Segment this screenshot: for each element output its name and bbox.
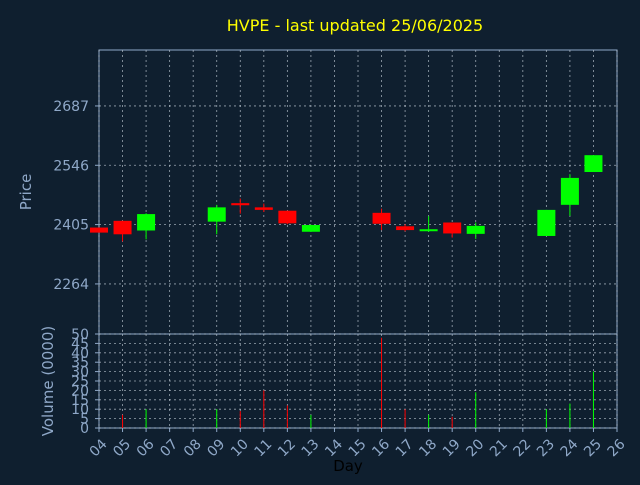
candle	[207, 204, 226, 235]
day-tick-label: 23	[534, 436, 558, 460]
candle	[560, 174, 579, 216]
price-tick-label: 2687	[53, 99, 89, 115]
candle	[254, 203, 273, 212]
candle-body	[419, 229, 438, 232]
candle	[466, 222, 485, 239]
candle-body	[207, 207, 226, 222]
candle-body	[231, 203, 250, 206]
candle-body	[584, 155, 603, 173]
day-tick-label: 07	[157, 436, 181, 460]
volume-tick-label: 0	[80, 421, 89, 437]
volume-tick-label: 40	[71, 346, 89, 362]
volume-tick-label: 25	[71, 374, 89, 390]
price-tick-label: 2264	[53, 277, 89, 293]
day-tick-label: 19	[440, 436, 464, 460]
day-tick-label: 05	[110, 436, 134, 460]
day-tick-label: 20	[463, 436, 487, 460]
candle-body	[254, 207, 273, 210]
day-tick-label: 18	[416, 436, 440, 460]
candle-body	[137, 214, 156, 231]
candle	[443, 222, 462, 238]
day-tick-label: 12	[275, 436, 299, 460]
day-tick-label: 04	[87, 436, 111, 460]
day-tick-label: 09	[204, 436, 228, 460]
candle-body	[372, 212, 391, 224]
candle	[90, 227, 108, 233]
volume-tick-label: 10	[71, 402, 89, 418]
day-tick-label: 17	[393, 436, 417, 460]
price-axis-label: Price	[17, 174, 35, 211]
volume-tick-label: 35	[71, 355, 89, 371]
candle	[231, 198, 250, 214]
day-tick-label: 21	[487, 436, 511, 460]
candle	[372, 208, 391, 231]
candle	[396, 224, 415, 232]
volume-tick-label: 5	[80, 412, 89, 428]
day-tick-label: 22	[511, 436, 535, 460]
price-tick-label: 2405	[53, 218, 89, 234]
day-tick-label: 25	[581, 436, 605, 460]
day-tick-label: 24	[558, 436, 582, 460]
candle-body	[443, 222, 462, 234]
volume-tick-label: 30	[71, 365, 89, 381]
day-axis-label: Day	[333, 457, 363, 475]
volume-axis-label: Volume (0000)	[39, 326, 57, 436]
candle-body	[278, 210, 297, 224]
price-panel: 2264 2405 2546 2687	[53, 49, 618, 335]
candle	[113, 220, 132, 242]
chart-title: HVPE - last updated 25/06/2025	[227, 16, 483, 35]
day-tick-label: 26	[605, 436, 629, 460]
day-tick-label: 16	[369, 436, 393, 460]
candle-body	[537, 209, 556, 236]
candle	[301, 224, 320, 232]
candle-body	[396, 226, 415, 231]
candle-body	[560, 177, 579, 205]
candle	[137, 213, 156, 240]
candle	[419, 216, 438, 232]
volume-tick-label: 50	[71, 327, 89, 343]
day-tick-label: 10	[228, 436, 252, 460]
day-tick-label: 13	[299, 436, 323, 460]
day-tick-label: 08	[181, 436, 205, 460]
candle	[278, 210, 297, 225]
candle-body	[466, 225, 485, 234]
candle-body	[113, 220, 132, 235]
day-tick-label: 11	[252, 436, 276, 460]
volume-tick-label: 15	[71, 393, 89, 409]
candle-body	[90, 227, 108, 233]
volume-panel: 04 05 06 07 08 09 10 11 12 13 14 15 16 17 18 19 20 21 22 23…	[71, 327, 628, 460]
volume-tick-label: 45	[71, 336, 89, 352]
candle-body	[301, 225, 320, 232]
candle	[584, 155, 603, 173]
candle	[537, 209, 556, 236]
day-tick-label: 06	[134, 436, 158, 460]
volume-tick-label: 20	[71, 383, 89, 399]
price-tick-label: 2546	[53, 158, 89, 174]
